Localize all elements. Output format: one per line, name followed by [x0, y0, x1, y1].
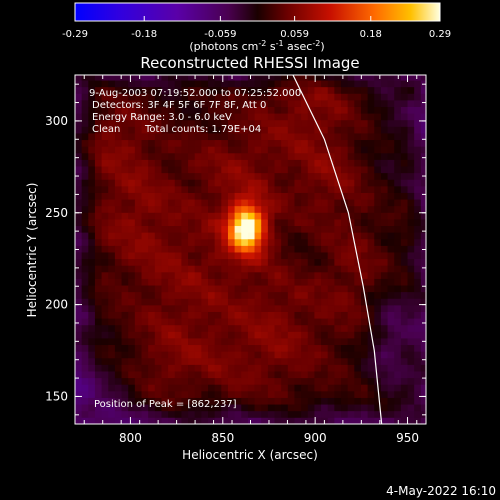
annotation-energy: Energy Range: 3.0 - 6.0 keV [92, 112, 232, 123]
annotation-counts: Total counts: 1.79E+04 [144, 124, 261, 135]
plot-annotations: 9-Aug-2003 07:19:52.000 to 07:25:52.000 … [89, 88, 301, 410]
colorbar-unit-label: (photons cm-2 s-1 asec-2) [189, 39, 324, 53]
x-tick-label: 850 [211, 431, 234, 445]
solar-limb-arc [292, 75, 383, 424]
footer-date: 4-May-2022 16:10 [386, 484, 496, 498]
colorbar-tick-label: 0.18 [360, 29, 382, 40]
x-axis-label: Heliocentric X (arcsec) [182, 448, 318, 462]
y-axis-label: Heliocentric Y (arcsec) [25, 183, 39, 318]
annotation-method: Clean [92, 124, 120, 135]
annotation-peak: Position of Peak = [862,237] [94, 399, 237, 410]
x-tick-label: 950 [396, 431, 419, 445]
colorbar-tick-label: -0.29 [62, 29, 88, 40]
heatmap-image [75, 75, 426, 424]
colorbar-tick-label: -0.059 [204, 29, 236, 40]
colorbar-tick-label: -0.18 [131, 29, 157, 40]
chart-title: Reconstructed RHESSI Image [140, 54, 359, 72]
x-tick-label: 800 [119, 431, 142, 445]
axis-ticks: 800 850 900 950 150 200 250 300 [45, 75, 426, 445]
colorbar-tick-label: 0.29 [429, 29, 451, 40]
annotation-time: 9-Aug-2003 07:19:52.000 to 07:25:52.000 [89, 88, 301, 99]
colorbar-frame [74, 2, 441, 22]
annotation-detectors: Detectors: 3F 4F 5F 6F 7F 8F, Att 0 [92, 100, 266, 111]
colorbar-ticks: -0.29 -0.18 -0.059 0.059 0.18 0.29 [62, 16, 451, 40]
y-tick-label: 300 [45, 114, 68, 128]
colorbar-gradient [75, 3, 440, 21]
y-tick-label: 150 [45, 389, 68, 403]
y-tick-label: 200 [45, 298, 68, 312]
y-tick-label: 250 [45, 206, 68, 220]
colorbar: -0.29 -0.18 -0.059 0.059 0.18 0.29 (photons c… [62, 2, 451, 53]
colorbar-tick-label: 0.059 [280, 29, 309, 40]
x-tick-label: 900 [304, 431, 327, 445]
